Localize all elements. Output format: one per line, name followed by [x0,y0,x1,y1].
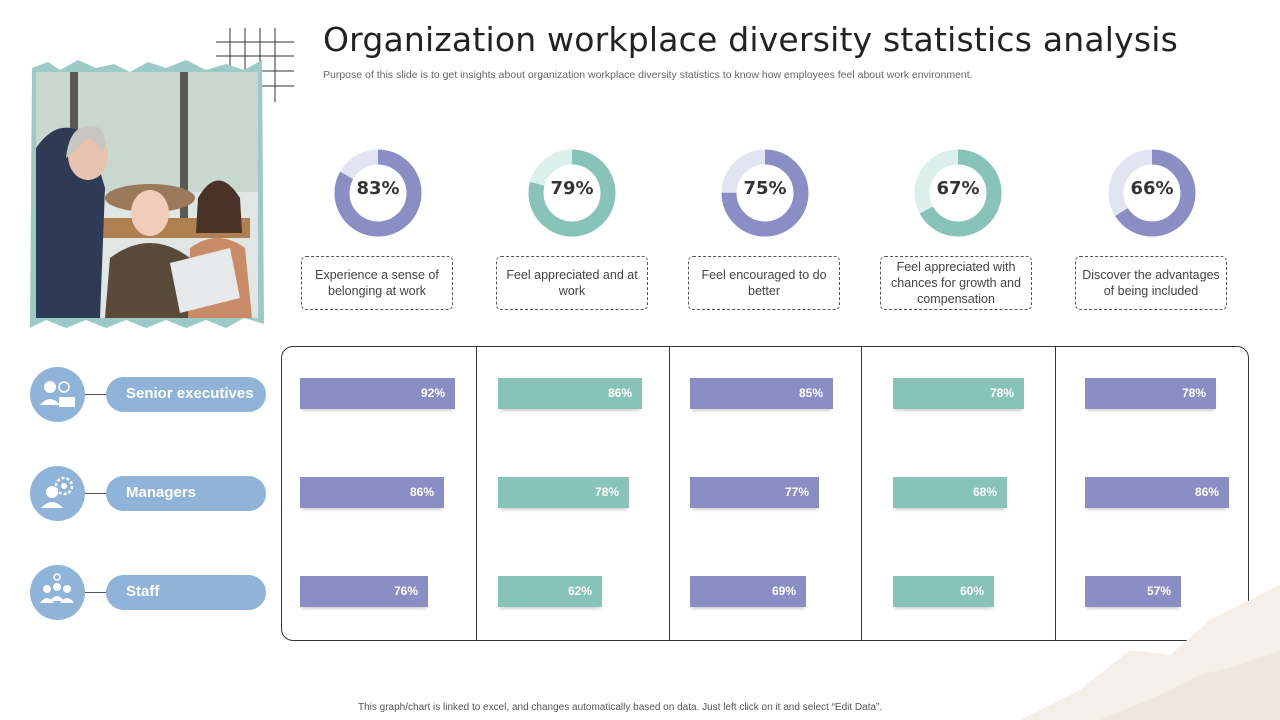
bar-managers-2: 78% [498,477,629,508]
bar-value-label: 69% [771,584,796,598]
description-encouraged: Feel encouraged to do better [688,256,840,310]
bar-value-label: 85% [798,386,823,400]
donut-chart-included: 66% [1107,148,1197,238]
donut-value-arc [528,149,616,237]
row-connector [85,394,107,395]
bar-managers-3: 77% [690,477,819,508]
donut-value-label: 67% [936,178,980,199]
manager-gear-icon [30,466,85,521]
column-divider [476,346,477,641]
bar-table-frame [281,346,1249,641]
column-divider [1055,346,1056,641]
row-connector [85,493,107,494]
donut-chart-growth: 67% [913,148,1003,238]
bar-senior-executives-3: 85% [690,378,833,409]
description-belonging: Experience a sense of belonging at work [301,256,453,310]
donut-value-arc [334,149,422,237]
description-included: Discover the advantages of being include… [1075,256,1227,310]
donut-value-arc [914,149,1002,237]
description-growth: Feel appreciated with chances for growth… [880,256,1032,310]
donut-value-label: 79% [550,178,594,199]
bar-value-label: 62% [567,584,592,598]
bar-value-label: 86% [607,386,632,400]
column-divider [861,346,862,641]
executive-icon [30,367,85,422]
bar-value-label: 86% [1194,485,1219,499]
bar-managers-1: 86% [300,477,444,508]
bar-senior-executives-1: 92% [300,378,455,409]
bar-value-label: 57% [1146,584,1171,598]
donut-value-label: 75% [743,178,787,199]
row-label-staff: Staff [106,575,266,610]
bar-value-label: 78% [594,485,619,499]
bar-value-label: 76% [393,584,418,598]
staff-group-icon [30,565,85,620]
bar-staff-1: 76% [300,576,428,607]
bar-value-label: 77% [784,485,809,499]
bar-staff-5: 57% [1085,576,1181,607]
bar-staff-4: 60% [893,576,994,607]
bar-staff-2: 62% [498,576,602,607]
donut-value-label: 66% [1130,178,1174,199]
donut-chart-belonging: 83% [333,148,423,238]
page-subtitle: Purpose of this slide is to get insights… [323,69,973,81]
bar-value-label: 60% [959,584,984,598]
bar-value-label: 86% [409,485,434,499]
row-label-senior-executives: Senior executives [106,377,266,412]
donut-value-label: 83% [356,178,400,199]
bar-managers-4: 68% [893,477,1007,508]
bar-value-label: 78% [989,386,1014,400]
donut-chart-encouraged: 75% [720,148,810,238]
bar-staff-3: 69% [690,576,806,607]
bar-senior-executives-4: 78% [893,378,1024,409]
row-label-managers: Managers [106,476,266,511]
bar-managers-5: 86% [1085,477,1229,508]
column-divider [669,346,670,641]
bar-senior-executives-2: 86% [498,378,642,409]
row-connector [85,592,107,593]
donut-value-arc [721,149,809,237]
description-appreciated: Feel appreciated and at work [496,256,648,310]
bar-value-label: 78% [1181,386,1206,400]
bar-value-label: 68% [972,485,997,499]
team-photo [30,60,264,328]
page-title: Organization workplace diversity statist… [323,20,1179,59]
donut-value-arc [1108,149,1196,237]
bar-value-label: 92% [420,386,445,400]
footer-note: This graph/chart is linked to excel, and… [358,702,883,713]
bar-senior-executives-5: 78% [1085,378,1216,409]
donut-chart-appreciated: 79% [527,148,617,238]
mountain-decoration [1020,585,1280,720]
